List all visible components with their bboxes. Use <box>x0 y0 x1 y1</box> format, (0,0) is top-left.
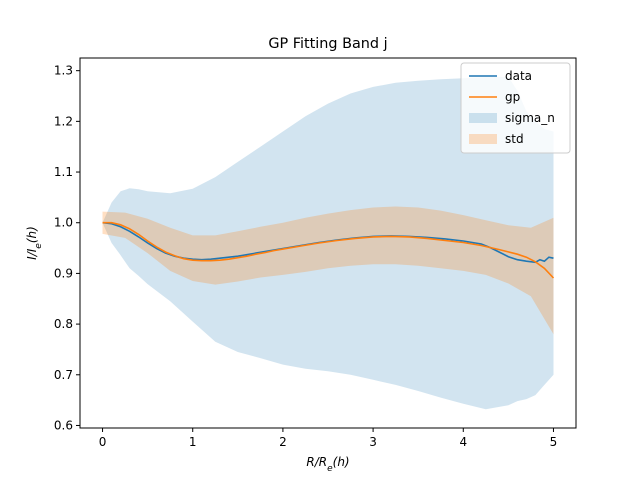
x-tick-label: 1 <box>189 435 197 449</box>
band-sigma-n <box>102 76 554 410</box>
x-axis-label: R/Re(h) <box>306 455 349 474</box>
y-tick-label: 1.1 <box>54 165 73 179</box>
x-tick-label: 2 <box>279 435 287 449</box>
x-tick-label: 0 <box>99 435 107 449</box>
y-tick-label: 1.3 <box>54 64 73 78</box>
legend-label-std: std <box>505 132 524 146</box>
plot-frame <box>79 57 577 429</box>
y-tick-label: 0.6 <box>54 418 73 432</box>
x-tick-label: 5 <box>550 435 558 449</box>
legend-swatch-sigma-n <box>469 113 497 123</box>
y-tick-label: 0.8 <box>54 317 73 331</box>
y-tick-label: 1.2 <box>54 114 73 128</box>
y-tick-label: 0.7 <box>54 368 73 382</box>
chart-title: GP Fitting Band j <box>268 36 387 52</box>
x-tick-label: 3 <box>369 435 377 449</box>
y-axis-ticks: 0.6 0.7 0.8 0.9 1.0 1.1 1.2 1.3 <box>54 64 80 432</box>
legend-label-gp: gp <box>505 90 520 104</box>
x-tick-label: 4 <box>459 435 467 449</box>
lines <box>102 221 555 279</box>
legend-box <box>460 62 571 154</box>
y-tick-label: 0.9 <box>54 266 73 280</box>
legend-label-data: data <box>505 69 532 83</box>
y-axis-label: I/Ie(h) <box>25 226 44 260</box>
legend-label-sigma-n: sigma_n <box>505 111 555 125</box>
legend-swatch-std <box>469 134 497 144</box>
series-line-gp <box>102 221 555 279</box>
y-tick-label: 1.0 <box>54 216 73 230</box>
x-axis-ticks: 0 1 2 3 4 5 <box>99 428 558 449</box>
